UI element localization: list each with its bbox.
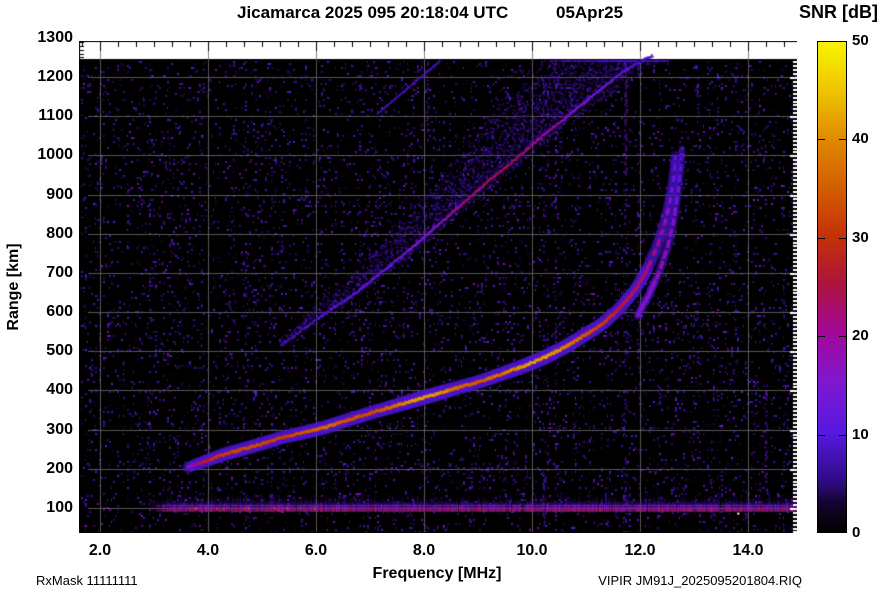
colorbar-tick-label: 30	[852, 228, 869, 246]
x-tick-label: 6.0	[304, 542, 328, 559]
colorbar-tick-mark	[818, 139, 825, 141]
x-tick-label: 10.0	[516, 542, 548, 559]
colorbar-tick-mark	[818, 336, 825, 338]
y-tick-label: 400	[46, 381, 73, 399]
colorbar-tick-mark	[839, 139, 846, 141]
colorbar-tick-mark	[818, 434, 825, 436]
colorbar-tick-label: 40	[852, 130, 869, 148]
y-tick-label: 1200	[37, 68, 73, 86]
plot-date: 05Apr25	[556, 3, 624, 22]
x-tick-label: 4.0	[196, 542, 220, 559]
colorbar-tick-mark	[818, 237, 825, 239]
y-axis-label: Range [km]	[5, 243, 22, 331]
x-tick-label: 12.0	[624, 542, 656, 559]
colorbar-tick-mark	[839, 434, 846, 436]
colorbar-tick-label: 10	[852, 425, 869, 443]
x-tick-label: 14.0	[732, 542, 764, 559]
y-tick-label: 300	[46, 420, 73, 438]
y-tick-label: 200	[46, 459, 73, 477]
y-tick-label: 1100	[38, 107, 73, 125]
y-tick-label: 600	[46, 303, 73, 321]
ionogram-canvas	[79, 41, 797, 533]
y-tick-label: 100	[46, 498, 73, 516]
colorbar-title: SNR [dB]	[799, 2, 878, 22]
colorbar-tick-label: 20	[852, 327, 869, 345]
x-tick-label: 8.0	[412, 542, 436, 559]
y-tick-label: 500	[46, 342, 73, 360]
colorbar-tick-mark	[839, 237, 846, 239]
y-tick-label: 1300	[37, 28, 73, 46]
y-tick-label: 700	[46, 263, 73, 281]
y-tick-label: 900	[46, 185, 73, 203]
colorbar-tick-mark	[839, 336, 846, 338]
y-tick-label: 1000	[37, 146, 73, 164]
plot-title: Jicamarca 2025 095 20:18:04 UTC	[237, 3, 509, 22]
colorbar-gradient	[817, 41, 847, 533]
y-tick-label: 800	[46, 224, 73, 242]
file-id-text: VIPIR JM91J_2025095201804.RIQ	[598, 573, 802, 588]
rx-mask-text: RxMask 11111111	[36, 573, 138, 588]
x-axis-label: Frequency [MHz]	[372, 565, 502, 582]
colorbar-tick-label: 0	[852, 524, 861, 541]
x-tick-label: 2.0	[88, 542, 112, 559]
colorbar-tick-label: 50	[852, 32, 869, 49]
